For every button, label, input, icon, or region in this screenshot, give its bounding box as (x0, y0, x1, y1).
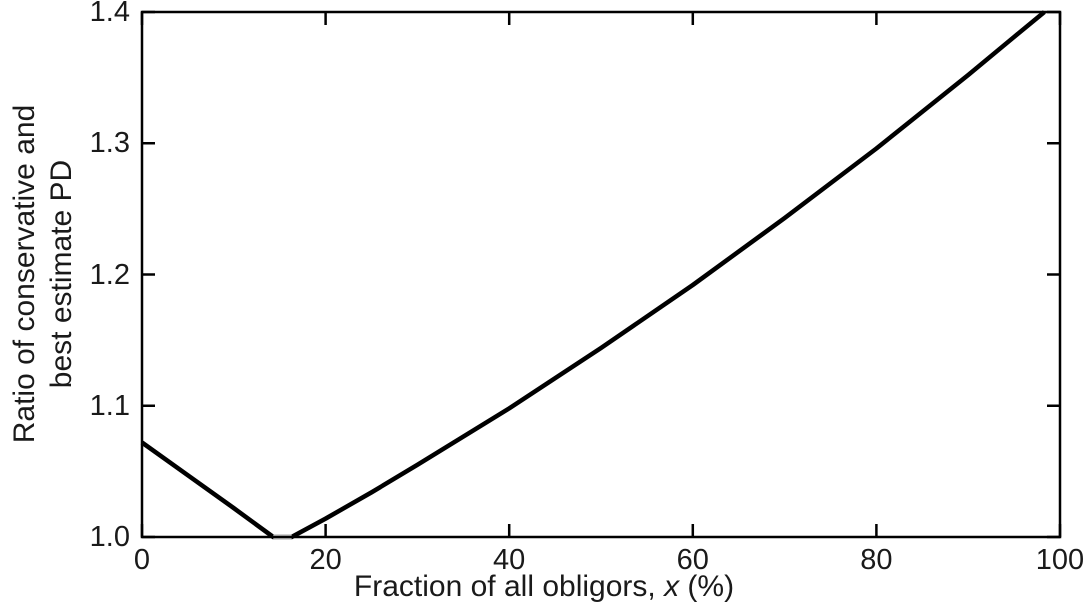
pd-ratio-curve (140, 10, 1046, 540)
x-tick-label: 20 (309, 544, 342, 576)
y-tick-label: 1.4 (89, 0, 130, 28)
x-tick-label: 40 (493, 544, 526, 576)
x-tick-label: 100 (1035, 544, 1085, 576)
x-axis-label-unit: (%) (679, 570, 735, 603)
y-tick-label: 1.2 (89, 258, 130, 291)
y-tick-label: 1.1 (89, 389, 130, 422)
x-axis-label: Fraction of all obligors, x (%) (0, 570, 1088, 604)
x-tick-label: 0 (133, 544, 151, 576)
x-axis-label-variable: x (664, 570, 680, 603)
y-tick-label: 1.3 (89, 127, 130, 160)
x-tick-label: 60 (676, 544, 709, 576)
x-axis-label-text: Fraction of all obligors, (353, 570, 665, 603)
y-tick-label: 1.0 (89, 521, 130, 553)
y-axis-label-line1: Ratio of conservative and (8, 104, 41, 444)
plot-box (140, 10, 1062, 539)
x-tick-label: 80 (860, 544, 893, 576)
